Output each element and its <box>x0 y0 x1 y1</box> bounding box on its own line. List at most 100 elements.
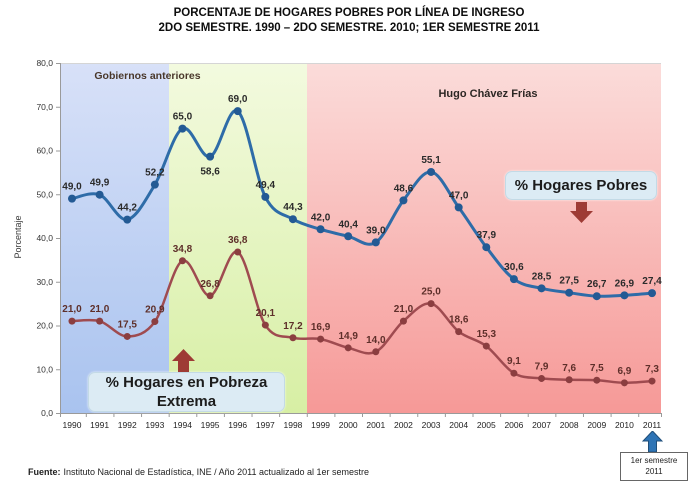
point-label: 37,9 <box>477 230 497 241</box>
data-point <box>620 291 629 300</box>
data-point <box>371 238 380 247</box>
point-label: 17,5 <box>118 319 138 330</box>
point-label: 65,0 <box>173 112 193 123</box>
y-tick-label: 0,0 <box>41 408 53 418</box>
region-band-1 <box>169 63 307 413</box>
region-band-0 <box>60 63 169 413</box>
point-label: 44,2 <box>118 203 138 214</box>
data-point <box>344 344 352 352</box>
data-point <box>648 289 657 298</box>
region-label-gobiernos-anteriores: Gobiernos anteriores <box>94 70 201 82</box>
point-label: 34,8 <box>173 244 193 255</box>
point-label: 49,4 <box>256 180 276 191</box>
data-point <box>68 317 76 325</box>
data-point <box>565 376 573 384</box>
data-point <box>261 192 270 201</box>
x-tick-label: 2002 <box>394 420 413 430</box>
data-point <box>648 377 656 385</box>
x-tick-label: 2008 <box>560 420 579 430</box>
data-point <box>482 342 490 350</box>
x-tick-label: 2005 <box>477 420 496 430</box>
data-point <box>68 194 76 203</box>
point-label: 9,1 <box>507 356 521 367</box>
data-point <box>372 348 380 356</box>
point-label: 36,8 <box>228 235 248 246</box>
data-point <box>538 374 546 382</box>
data-point <box>454 203 463 212</box>
point-label: 27,4 <box>642 276 662 287</box>
y-tick-label: 30,0 <box>36 277 53 287</box>
point-label: 69,0 <box>228 94 248 105</box>
title-line2: 2DO SEMESTRE. 1990 – 2DO SEMESTRE. 2010;… <box>158 22 540 34</box>
data-point <box>123 215 132 224</box>
point-label: 42,0 <box>311 212 331 223</box>
point-label: 6,9 <box>617 366 631 377</box>
data-point <box>565 288 574 297</box>
point-label: 52,2 <box>145 168 165 179</box>
data-point <box>593 376 601 384</box>
y-tick-label: 60,0 <box>36 146 53 156</box>
extrema-callout-line2: Extrema <box>156 393 217 410</box>
x-tick-label: 1999 <box>311 420 330 430</box>
data-point <box>178 124 187 133</box>
first-semester-arrow-icon <box>642 431 663 452</box>
x-tick-label: 1997 <box>256 420 275 430</box>
chart-title: PORCENTAJE DE HOGARES POBRES POR LÍNEA D… <box>0 6 698 36</box>
data-point <box>289 334 297 342</box>
point-label: 16,9 <box>311 322 331 333</box>
point-label: 18,6 <box>449 315 469 326</box>
data-point <box>233 107 242 116</box>
data-point <box>399 317 407 325</box>
point-label: 26,9 <box>615 278 635 289</box>
point-label: 40,4 <box>338 219 358 230</box>
data-point <box>151 318 159 326</box>
extrema-series-callout: % Hogares en Pobreza Extrema <box>88 372 285 412</box>
source-text: Instituto Nacional de Estadística, INE /… <box>63 467 370 477</box>
data-point <box>399 196 408 205</box>
point-label: 25,0 <box>421 287 441 298</box>
data-point <box>344 232 353 241</box>
series-line <box>70 109 654 298</box>
title-line1: PORCENTAJE DE HOGARES POBRES POR LÍNEA D… <box>173 7 525 19</box>
plot-regions <box>60 63 661 413</box>
x-tick-label: 2010 <box>615 420 634 430</box>
series-hogares-pobres: 49,0 49,9 44,2 52,2 65,0 58,6 69,0 49,4 44,3 42,0… <box>62 94 662 301</box>
x-tick-label: 2006 <box>504 420 523 430</box>
series-pobreza-extrema: 21,0 21,0 17,5 20,9 34,8 26,8 36,8 20,1 17,2 16,9… <box>62 235 659 387</box>
data-point <box>261 321 269 329</box>
point-label: 14,9 <box>338 331 358 342</box>
data-point <box>206 152 215 161</box>
data-point <box>482 243 491 252</box>
x-tick-label: 1996 <box>228 420 247 430</box>
y-axis-title: Porcentaje <box>13 215 23 259</box>
point-label: 26,7 <box>587 279 607 290</box>
point-label: 49,0 <box>62 182 82 193</box>
first-semester-arrow-shape <box>642 431 663 452</box>
y-tick-label: 80,0 <box>36 58 53 68</box>
point-label: 55,1 <box>421 155 441 166</box>
pobres-series-callout: % Hogares Pobres <box>505 171 657 200</box>
point-label: 7,6 <box>562 363 576 374</box>
up-arrow-shape <box>172 349 195 372</box>
data-point <box>620 379 628 387</box>
y-tick-label: 20,0 <box>36 321 53 331</box>
source-prefix: Fuente: <box>28 467 61 477</box>
x-tick-label: 1994 <box>173 420 192 430</box>
point-label: 7,9 <box>535 361 549 372</box>
source-note: Fuente: Instituto Nacional de Estadística… <box>28 467 369 477</box>
x-tick-label: 2001 <box>366 420 385 430</box>
x-tick-label: 1998 <box>283 420 302 430</box>
point-label: 14,0 <box>366 335 386 346</box>
x-tick-label: 2003 <box>422 420 441 430</box>
data-point <box>95 190 104 199</box>
data-point <box>537 284 546 293</box>
axes <box>56 63 662 417</box>
down-arrow-icon <box>570 202 593 223</box>
series-line <box>70 250 654 385</box>
point-label: 30,6 <box>504 262 524 273</box>
data-point <box>427 300 435 308</box>
down-arrow-shape <box>570 202 593 223</box>
point-label: 39,0 <box>366 225 386 236</box>
